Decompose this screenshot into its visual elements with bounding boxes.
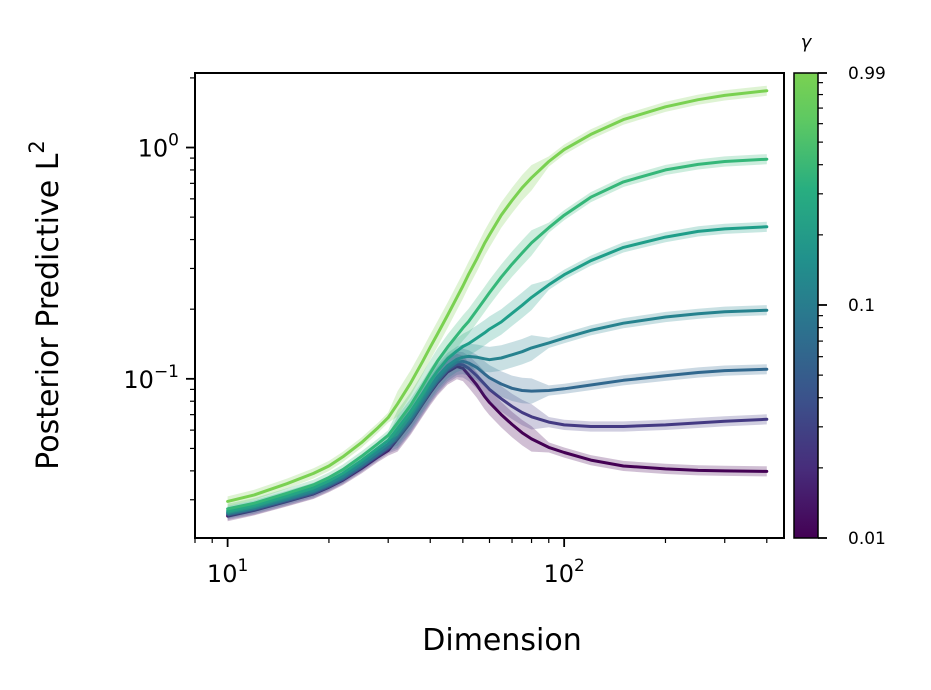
x-tick-label: 102 bbox=[543, 556, 584, 588]
y-axis-title-sup: 2 bbox=[25, 140, 49, 153]
series-line bbox=[226, 157, 769, 511]
y-tick-label: 100 bbox=[138, 131, 179, 163]
x-tick-label-exp: 2 bbox=[574, 556, 585, 576]
x-tick-label: 101 bbox=[207, 556, 248, 588]
series-band bbox=[227, 353, 767, 522]
colorbar-tick-label: 0.1 bbox=[848, 296, 875, 316]
colorbar bbox=[793, 72, 819, 539]
colorbar-title: γ bbox=[801, 32, 813, 53]
series-0.99 bbox=[226, 85, 769, 507]
series-line bbox=[226, 308, 769, 515]
series-0.05 bbox=[226, 348, 769, 519]
series-0.5 bbox=[226, 154, 769, 514]
plot-frame bbox=[194, 72, 785, 539]
x-tick-label-base: 10 bbox=[207, 560, 238, 588]
series-layer bbox=[226, 85, 769, 522]
y-tick-label: 10−1 bbox=[123, 362, 179, 394]
colorbar-ticks: 0.01 0.1 0.99 bbox=[818, 64, 886, 549]
x-axis-title: Dimension bbox=[422, 623, 581, 658]
series-band bbox=[227, 85, 767, 507]
colorbar-tick-label: 0.99 bbox=[848, 64, 886, 84]
y-tick-label-exp: −1 bbox=[154, 362, 179, 382]
colorbar-tick-label: 0.01 bbox=[848, 529, 886, 549]
y-tick-label-base: 10 bbox=[138, 135, 169, 163]
series-line bbox=[226, 359, 769, 516]
series-0.25 bbox=[226, 221, 769, 517]
series-line bbox=[226, 225, 769, 513]
y-axis-title: Posterior Predictive L2 bbox=[25, 140, 66, 470]
series-line bbox=[226, 89, 769, 503]
y-axis-title-main: Posterior Predictive L bbox=[31, 153, 66, 470]
series-0.1 bbox=[226, 305, 769, 518]
y-tick-label-exp: 0 bbox=[168, 131, 179, 151]
x-tick-label-base: 10 bbox=[543, 560, 574, 588]
y-tick-label-base: 10 bbox=[123, 366, 154, 394]
x-tick-label-exp: 1 bbox=[237, 556, 248, 576]
